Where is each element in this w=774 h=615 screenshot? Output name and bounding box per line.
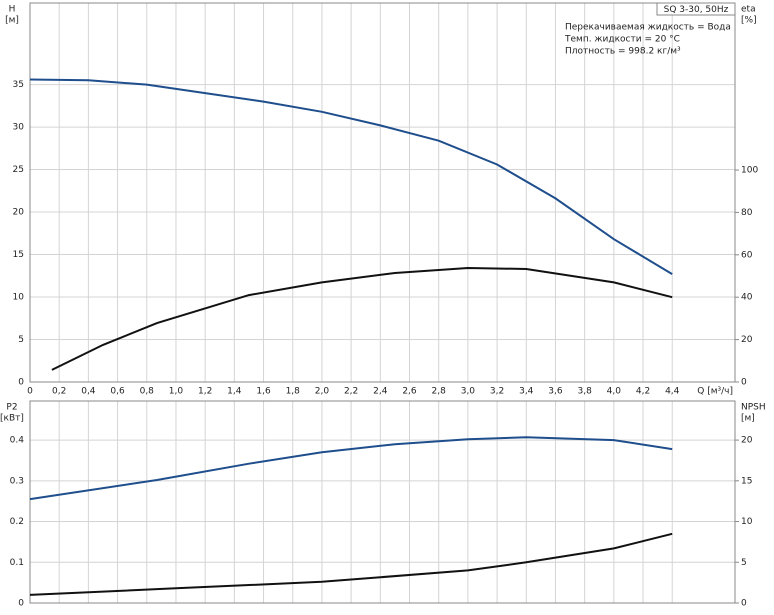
x-tick-label: 2,2 xyxy=(344,387,358,397)
series-line xyxy=(51,266,673,371)
y2-tick-label: 0 xyxy=(741,599,747,609)
y-tick-label: 0.1 xyxy=(10,558,24,568)
y2-axis-label: eta xyxy=(741,5,756,15)
y2-tick-label: 15 xyxy=(741,476,752,486)
y2-tick-label: 60 xyxy=(741,250,753,260)
y2-tick-label: 80 xyxy=(741,208,753,218)
annotation: Плотность = 998.2 кг/м³ xyxy=(565,47,681,57)
x-tick-label: 2,0 xyxy=(315,387,330,397)
x-tick-label: 2,8 xyxy=(432,387,447,397)
y2-tick-label: 0 xyxy=(741,378,747,388)
y-tick-label: 0 xyxy=(18,378,24,388)
y-axis-label: P2 xyxy=(6,403,17,413)
y-tick-label: 15 xyxy=(13,250,24,260)
x-tick-label: 1,0 xyxy=(169,387,184,397)
x-tick-label: 1,6 xyxy=(256,387,271,397)
x-tick-label: 1,2 xyxy=(198,387,212,397)
title-box xyxy=(656,2,736,16)
x-tick-label: 3,4 xyxy=(519,387,534,397)
y2-tick-label: 5 xyxy=(741,558,747,568)
x-tick-label: 4,0 xyxy=(607,387,622,397)
x-axis-label: Q [м³/ч] xyxy=(697,387,733,397)
x-tick-label: 3,0 xyxy=(461,387,476,397)
series-line xyxy=(29,436,673,501)
x-tick-label: 3,2 xyxy=(490,387,504,397)
y-tick-label: 0.3 xyxy=(10,476,24,486)
y-tick-label: 10 xyxy=(13,293,25,303)
series-line xyxy=(29,532,673,596)
plot-frame xyxy=(29,400,736,604)
x-tick-label: 0,8 xyxy=(140,387,155,397)
y-tick-label: 5 xyxy=(18,335,24,345)
x-tick-label: 1,4 xyxy=(227,387,242,397)
x-tick-label: 0,6 xyxy=(110,387,125,397)
x-tick-label: 2,6 xyxy=(402,387,417,397)
y-tick-label: 0 xyxy=(18,599,24,609)
annotation: Перекачиваемая жидкость = Вода xyxy=(565,23,731,33)
y-tick-label: 25 xyxy=(13,165,24,175)
annotation: Темп. жидкости = 20 °C xyxy=(564,35,680,45)
chart-title: SQ 3-30, 50Hz xyxy=(664,5,729,15)
x-tick-label: 4,4 xyxy=(665,387,680,397)
x-tick-label: 0 xyxy=(27,387,33,397)
y-axis-label: [кВт] xyxy=(0,414,24,424)
y2-tick-label: 20 xyxy=(741,335,753,345)
x-tick-label: 2,4 xyxy=(373,387,388,397)
plot-frame xyxy=(29,2,736,383)
x-tick-label: 3,8 xyxy=(577,387,592,397)
x-tick-label: 4,2 xyxy=(636,387,650,397)
x-tick-label: 0,4 xyxy=(81,387,96,397)
y-tick-label: 0.4 xyxy=(10,436,25,446)
y2-axis-label: [м] xyxy=(741,414,755,424)
y2-axis-label: [%] xyxy=(741,16,757,26)
y-tick-label: 0.2 xyxy=(10,517,24,527)
y2-tick-label: 10 xyxy=(741,517,753,527)
x-tick-label: 1,8 xyxy=(286,387,301,397)
y-tick-label: 20 xyxy=(13,208,25,218)
y2-tick-label: 40 xyxy=(741,293,753,303)
y-axis-label: [м] xyxy=(5,16,19,26)
x-tick-label: 3,6 xyxy=(548,387,563,397)
y-axis-label: H xyxy=(9,5,16,15)
x-tick-label: 0,2 xyxy=(52,387,66,397)
y-tick-label: 30 xyxy=(13,123,25,133)
series-line xyxy=(29,78,673,275)
y2-tick-label: 100 xyxy=(741,166,758,176)
y2-tick-label: 20 xyxy=(741,436,753,446)
y2-axis-label: NPSH xyxy=(741,403,766,413)
y-tick-label: 35 xyxy=(13,80,24,90)
